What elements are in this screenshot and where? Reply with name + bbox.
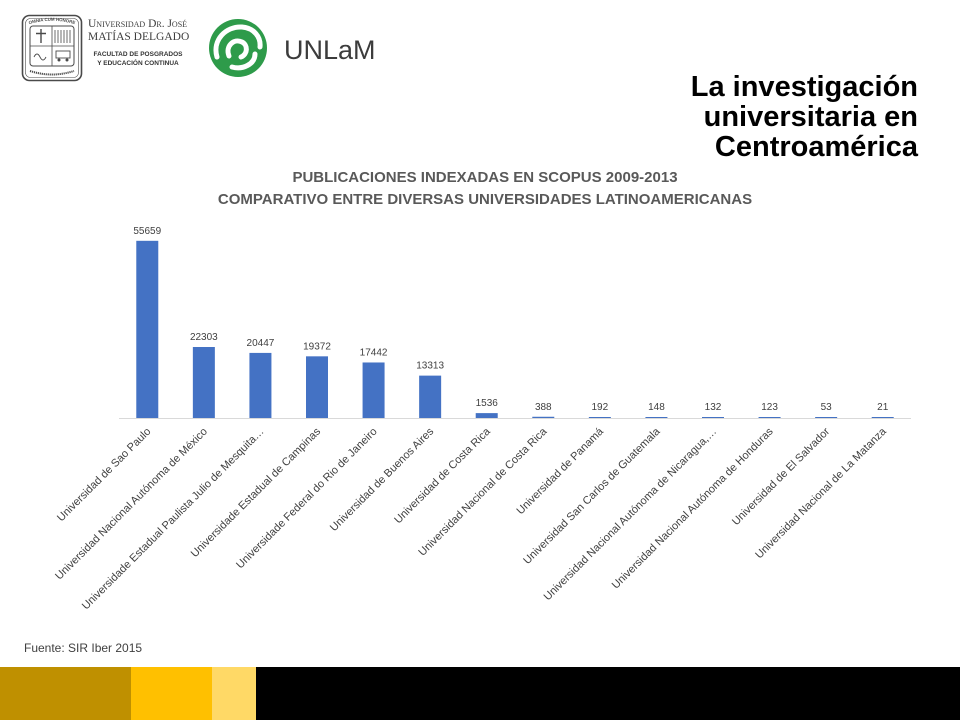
unlam-wordmark: UNLaM [284,35,376,65]
bar [419,375,442,418]
data-label: 20447 [247,338,275,349]
data-label: 388 [535,402,552,413]
seal-motto: OMNIA CUM HONORE [28,17,76,25]
university-name-line1: Universidad Dr. José [88,18,188,30]
slide-title-line3: Centroamérica [714,131,918,163]
faculty-name: FACULTAD DE POSGRADOS Y EDUCACIÓN CONTIN… [88,50,188,68]
data-label: 55659 [133,226,161,237]
footer-band-black [256,667,960,720]
data-label: 132 [705,402,722,413]
data-label: 13313 [416,361,444,372]
category-label: Universidad de Buenos Aires [328,425,437,534]
category-label: Universidad Nacional de La Matanza [753,425,889,561]
category-label: Universidad de El Salvador [730,425,833,528]
bar [475,413,498,418]
data-label: 148 [648,402,665,413]
bar [758,417,781,418]
footer-band-light-gold [212,667,256,720]
footer-band-gold [131,667,212,720]
slide-title-line2: universitaria en [703,101,918,133]
data-label: 22303 [190,332,218,343]
data-label: 1536 [476,398,499,409]
bar [362,362,385,418]
data-label: 21 [877,402,889,413]
bar [702,417,724,418]
faculty-line1: FACULTAD DE POSGRADOS [93,51,183,58]
data-label: 17442 [360,347,388,358]
bar [815,417,838,418]
bar [192,347,215,418]
bar [249,352,272,418]
bar [136,240,159,418]
chart-title: PUBLICACIONES INDEXADAS EN SCOPUS 2009-2… [10,167,960,211]
faculty-line2: Y EDUCACIÓN CONTINUA [97,60,179,67]
bar-chart: 55659 Universidad de Sao Paulo 22303 Univer… [53,226,911,612]
data-label: 123 [761,402,778,413]
unlam-swirl-icon [209,19,267,77]
university-name: Universidad Dr. José MATÍAS DELGADO [88,18,198,44]
slide-title: La investigación universitaria en Centro… [660,72,918,162]
chart-subtitle: COMPARATIVO ENTRE DIVERSAS UNIVERSIDADES… [217,191,753,208]
category-label: Universidad de Sao Paulo [55,426,153,524]
svg-text:OMNIA CUM HONORE: OMNIA CUM HONORE [28,17,76,25]
category-label: Universidad de Costa Rica [392,425,493,526]
bar [645,417,668,418]
footer-bar [0,667,960,720]
slide-title-line1: La investigación [690,71,918,103]
bar [871,417,894,418]
university-seal-icon: OMNIA CUM HONORE [21,14,83,82]
bar [532,416,555,418]
bar [588,417,611,418]
university-name-line2: MATÍAS DELGADO [88,31,190,43]
chart-title-line1: PUBLICACIONES INDEXADAS EN SCOPUS 2009-2… [292,169,678,186]
data-label: 192 [592,402,609,413]
data-label: 19372 [303,341,331,352]
source-note: Fuente: SIR Iber 2015 [24,641,143,655]
bar [306,356,328,418]
footer-band-dark-gold [0,667,131,720]
data-label: 53 [821,402,833,413]
